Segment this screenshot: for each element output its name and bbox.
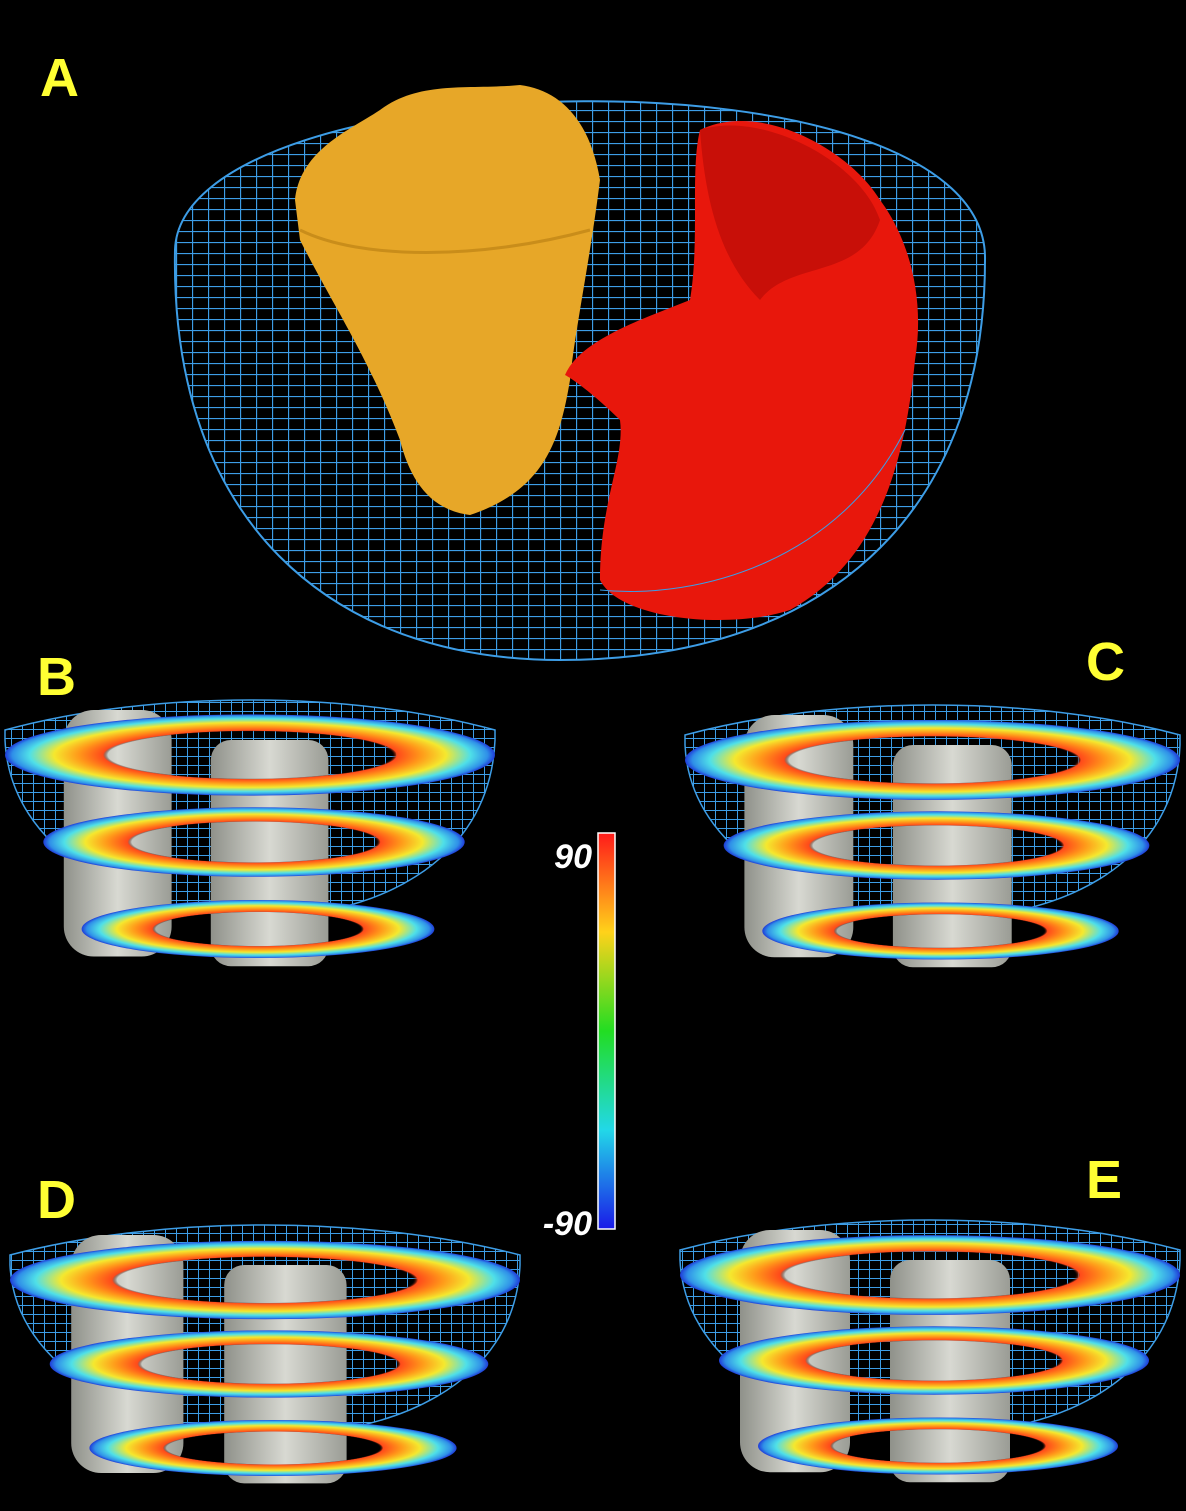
strain-ring	[10, 1241, 520, 1319]
strain-ring	[43, 807, 464, 877]
panel-label: D	[37, 1170, 76, 1230]
strain-ring	[680, 1235, 1180, 1315]
panel-label: B	[37, 647, 76, 707]
strain-ring	[724, 811, 1150, 879]
panel-label: A	[40, 48, 79, 108]
page: 90 -90 A B C D E (() => { const data = J…	[0, 0, 1186, 1511]
stack-render	[685, 705, 1180, 967]
colorbar-min: -90	[543, 1205, 592, 1243]
strain-ring	[89, 1420, 456, 1476]
panel-label: C	[1086, 632, 1125, 692]
strain-ring	[685, 720, 1180, 800]
strain-ring	[82, 900, 435, 958]
figure: 90 -90 A B C D E	[0, 0, 1186, 1511]
colorbar-max: 90	[554, 838, 592, 876]
strain-ring	[50, 1330, 489, 1397]
strain-ring	[758, 1418, 1118, 1475]
strain-ring	[719, 1326, 1149, 1394]
strain-ring	[5, 714, 495, 795]
panel-a-render	[175, 85, 985, 660]
panel-label: E	[1086, 1150, 1122, 1210]
stack-render	[680, 1220, 1180, 1482]
stack-render	[5, 700, 495, 966]
strain-ring	[762, 903, 1118, 960]
stack-render	[10, 1225, 520, 1483]
colorbar	[598, 833, 615, 1229]
